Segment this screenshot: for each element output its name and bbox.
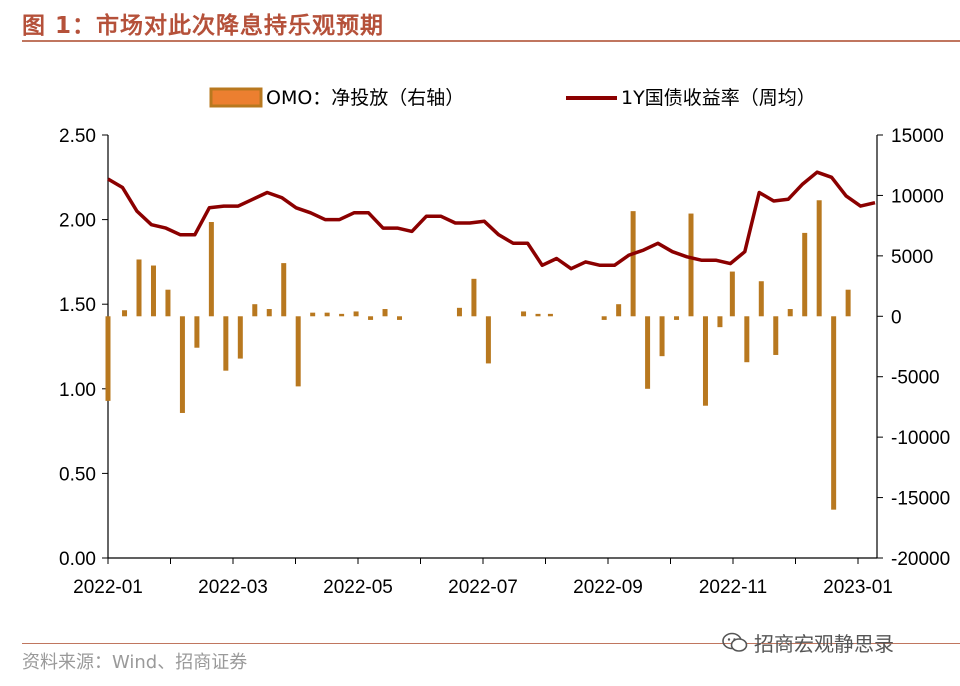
omo-bar — [547, 313, 553, 317]
right-tick-label: 5000 — [891, 247, 933, 268]
omo-bar — [802, 232, 808, 317]
watermark: 招商宏观静思录 — [722, 628, 894, 657]
omo-bar — [194, 316, 200, 348]
omo-bar — [831, 316, 837, 510]
omo-bar — [339, 313, 345, 317]
omo-bar — [816, 200, 822, 317]
omo-bar — [601, 316, 607, 320]
omo-bar — [266, 309, 272, 317]
omo-bar — [674, 316, 680, 320]
right-tick-label: -5000 — [891, 368, 940, 389]
legend-line-label: 1Y国债收益率（周均） — [621, 87, 816, 109]
omo-bar — [717, 316, 723, 328]
right-tick-label: -20000 — [891, 549, 950, 570]
x-tick-label: 2022-07 — [448, 577, 518, 598]
legend-bar-label: OMO：净投放（右轴） — [266, 87, 464, 109]
chart: OMO：净投放（右轴） 1Y国债收益率（周均） 0.00 0.50 1.00 1.50… — [59, 87, 950, 598]
right-tick-label: -10000 — [891, 428, 950, 449]
x-tick-label: 2022-09 — [573, 577, 643, 598]
right-tick-label: -15000 — [891, 489, 950, 510]
omo-bar — [382, 309, 388, 317]
axes: 0.00 0.50 1.00 1.50 2.00 2.50 -20000 -15000 -100… — [59, 126, 950, 598]
x-tick-label: 2022-11 — [699, 577, 767, 598]
left-tick-label: 1.00 — [59, 380, 96, 401]
omo-bar — [773, 316, 779, 355]
omo-bar — [252, 304, 258, 317]
legend: OMO：净投放（右轴） 1Y国债收益率（周均） — [209, 87, 816, 109]
omo-bar — [150, 265, 156, 317]
omo-bar — [295, 316, 301, 387]
figure-title: 图 1：市场对此次降息持乐观预期 — [22, 13, 385, 39]
omo-bar — [758, 281, 764, 317]
omo-bar — [616, 304, 622, 317]
omo-bar — [845, 289, 851, 317]
omo-bar — [688, 213, 694, 317]
omo-bar — [237, 316, 243, 359]
title-divider — [22, 40, 960, 42]
omo-bar — [397, 316, 403, 320]
watermark-text: 招商宏观静思录 — [754, 632, 894, 656]
right-tick-label: 0 — [891, 307, 902, 328]
omo-bar — [630, 211, 636, 317]
omo-bar — [353, 311, 359, 317]
omo-bar — [281, 263, 287, 317]
omo-bar — [324, 312, 330, 317]
legend-bar-swatch — [209, 87, 263, 108]
omo-bar — [471, 278, 477, 317]
x-tick-label: 2022-03 — [198, 577, 268, 598]
omo-bar — [521, 311, 527, 317]
omo-bar — [729, 271, 735, 317]
omo-bar — [310, 312, 316, 317]
source-note: 资料来源：Wind、招商证券 — [22, 652, 248, 673]
omo-bar — [223, 316, 229, 371]
omo-bar — [136, 259, 142, 317]
left-tick-label: 0.50 — [59, 464, 96, 485]
left-tick-label: 1.50 — [59, 295, 96, 316]
omo-bar — [179, 316, 185, 413]
omo-bar — [702, 316, 708, 406]
x-tick-label: 2022-05 — [323, 577, 393, 598]
omo-bar — [368, 316, 374, 320]
x-tick-label: 2023-01 — [823, 577, 893, 598]
wechat-icon — [722, 632, 748, 652]
omo-bar — [122, 310, 128, 317]
yield-line — [107, 170, 876, 271]
omo-bar — [208, 222, 214, 317]
omo-bar — [787, 309, 793, 317]
right-tick-label: 15000 — [891, 126, 944, 147]
omo-bar — [485, 316, 491, 364]
bar-series — [105, 200, 851, 510]
line-series — [107, 170, 876, 271]
omo-bar — [535, 313, 541, 317]
x-tick-label: 2022-01 — [73, 577, 143, 598]
omo-bar — [456, 307, 462, 317]
right-tick-label: 10000 — [891, 186, 944, 207]
left-tick-label: 0.00 — [59, 549, 96, 570]
left-tick-label: 2.00 — [59, 211, 96, 232]
omo-bar — [659, 316, 665, 357]
left-tick-label: 2.50 — [59, 126, 96, 147]
omo-bar — [744, 316, 750, 363]
omo-bar — [165, 289, 171, 317]
footer-divider — [22, 643, 960, 644]
omo-bar — [645, 316, 651, 389]
omo-bar — [105, 316, 111, 401]
